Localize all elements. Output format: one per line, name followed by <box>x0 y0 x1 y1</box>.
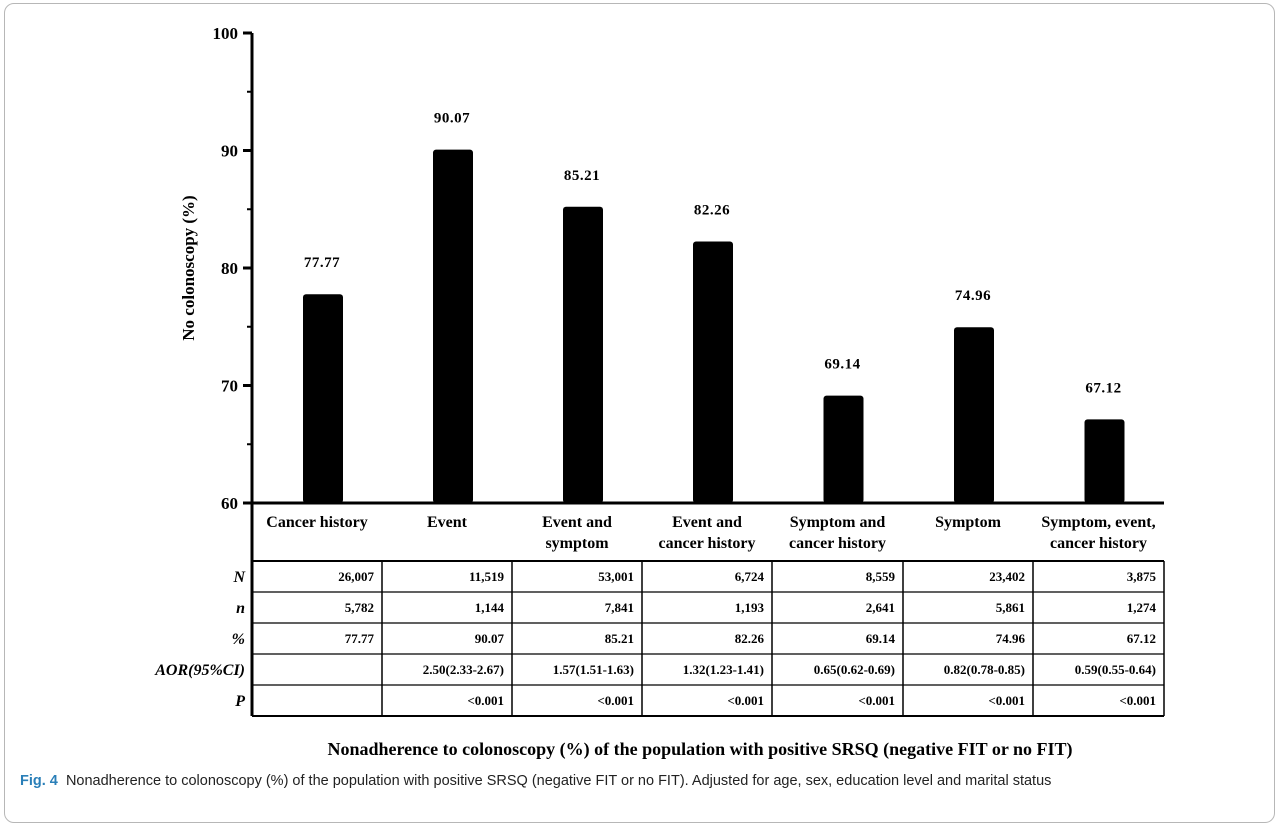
category-label: Cancer history <box>266 514 367 531</box>
table-cell: <0.001 <box>1119 693 1156 708</box>
table-cell: <0.001 <box>988 693 1025 708</box>
table-cell: 8,559 <box>866 569 896 584</box>
table-cell: 1.32(1.23-1.41) <box>683 662 764 677</box>
bar <box>563 206 603 503</box>
bar <box>1084 419 1125 503</box>
bar-value-label: 69.14 <box>824 357 860 373</box>
y-tick-label: 80 <box>221 259 238 278</box>
category-label: Symptom <box>935 514 1001 531</box>
data-table: Cancer history Event Event and symptom Event… <box>154 503 1165 717</box>
table-row-label: AOR(95%CI) <box>154 662 245 679</box>
y-tick-label: 90 <box>221 142 238 161</box>
table-cell: 2.50(2.33-2.67) <box>423 662 504 677</box>
table-cell: 0.82(0.78-0.85) <box>944 662 1025 677</box>
table-cell: 1,144 <box>475 600 505 615</box>
table-cell: 0.65(0.62-0.69) <box>814 662 895 677</box>
table-cell: 74.96 <box>996 631 1026 646</box>
y-tick-label: 70 <box>221 377 238 396</box>
table-cell: 23,402 <box>989 569 1025 584</box>
figure-caption: Fig. 4 Nonadherence to colonoscopy (%) o… <box>20 771 1250 791</box>
bar-value-label: 90.07 <box>434 111 470 127</box>
table-cell: 0.59(0.55-0.64) <box>1075 662 1156 677</box>
table-row-label: P <box>234 693 245 710</box>
bar-chart: 60 70 80 90 100 No colonoscopy (%) 77.77 90.07… <box>154 24 1165 760</box>
table-cell: 2,641 <box>866 600 895 615</box>
figure-frame <box>4 3 1275 823</box>
category-label: Event <box>427 514 468 531</box>
y-tick-label: 60 <box>221 494 238 513</box>
category-label: cancer history <box>1050 535 1147 552</box>
x-axis-title: Nonadherence to colonoscopy (%) of the p… <box>327 739 1072 760</box>
table-cell: 26,007 <box>338 569 374 584</box>
table-cell: 11,519 <box>469 569 505 584</box>
bar-value-label: 74.96 <box>955 288 991 304</box>
bar-value-label: 77.77 <box>304 255 340 271</box>
caption-label: Fig. 4 <box>20 773 58 789</box>
table-cell: 69.14 <box>866 631 896 646</box>
table-cell: 7,841 <box>605 600 634 615</box>
bar-value-label: 67.12 <box>1085 380 1121 396</box>
y-axis-title: No colonoscopy (%) <box>179 195 198 340</box>
table-cell: <0.001 <box>597 693 634 708</box>
category-label: cancer history <box>658 535 755 552</box>
category-label: Symptom and <box>790 514 886 531</box>
bar-value-label: 82.26 <box>694 202 730 218</box>
table-cell: 5,861 <box>996 600 1025 615</box>
caption-text: Nonadherence to colonoscopy (%) of the p… <box>65 773 1052 789</box>
table-cell: 1.57(1.51-1.63) <box>553 662 634 677</box>
table-cell: 1,274 <box>1127 600 1157 615</box>
category-label: Event and <box>542 514 612 531</box>
chart-axes: 60 70 80 90 100 No colonoscopy (%) <box>179 24 1164 513</box>
table-cell: 85.21 <box>605 631 634 646</box>
category-label: cancer history <box>789 535 886 552</box>
category-label: Event and <box>672 514 742 531</box>
table-cell: 82.26 <box>735 631 765 646</box>
bar <box>823 395 864 503</box>
bar <box>433 149 473 504</box>
table-row-label: n <box>236 600 245 617</box>
category-label: Symptom, event, <box>1041 514 1155 531</box>
table-row-label: N <box>232 569 246 586</box>
table-cell: <0.001 <box>467 693 504 708</box>
bar-value-label: 85.21 <box>564 168 600 184</box>
table-cell: 67.12 <box>1127 631 1156 646</box>
table-cell: 77.77 <box>345 631 375 646</box>
table-cell: 90.07 <box>475 631 505 646</box>
category-label: symptom <box>545 535 609 552</box>
bar <box>693 241 733 503</box>
table-cell: 53,001 <box>598 569 634 584</box>
table-row-label: % <box>232 631 245 648</box>
table-cell: 5,782 <box>345 600 374 615</box>
table-cell: 3,875 <box>1127 569 1157 584</box>
table-cell: <0.001 <box>858 693 895 708</box>
table-cell: 1,193 <box>735 600 765 615</box>
chart-bars: 77.77 90.07 85.21 82.26 69.14 74.96 67.12 <box>303 111 1125 504</box>
y-tick-label: 100 <box>213 24 239 43</box>
bar <box>303 294 343 503</box>
table-cell: <0.001 <box>727 693 764 708</box>
bar <box>954 327 994 503</box>
table-cell: 6,724 <box>735 569 765 584</box>
